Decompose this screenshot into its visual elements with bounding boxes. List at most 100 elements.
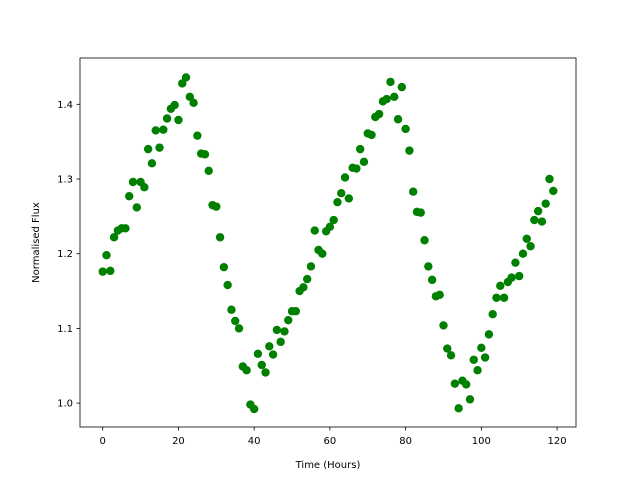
- x-tick-label: 120: [548, 436, 567, 447]
- data-point: [405, 146, 414, 155]
- data-point: [408, 187, 418, 196]
- data-point: [344, 194, 354, 203]
- data-point: [121, 224, 130, 233]
- data-point: [223, 280, 232, 290]
- data-point: [291, 307, 301, 316]
- data-point: [367, 130, 376, 140]
- x-tick-label: 80: [399, 436, 412, 447]
- data-point: [549, 186, 558, 196]
- data-point: [386, 77, 395, 87]
- data-point: [359, 157, 369, 167]
- data-point: [140, 183, 149, 192]
- data-point: [337, 189, 346, 198]
- data-point: [147, 159, 157, 168]
- y-tick-label: 1.2: [57, 249, 73, 260]
- data-point: [352, 164, 361, 173]
- data-point: [435, 290, 444, 299]
- data-point: [533, 206, 543, 216]
- data-point: [284, 315, 293, 325]
- data-point: [325, 222, 335, 232]
- data-point: [151, 126, 160, 135]
- x-tick-label: 0: [100, 436, 106, 447]
- data-point: [329, 215, 338, 225]
- data-point: [299, 283, 308, 292]
- data-point: [265, 342, 274, 351]
- data-point: [374, 109, 384, 119]
- data-point: [170, 100, 179, 110]
- data-point: [98, 267, 107, 276]
- data-point: [515, 271, 524, 281]
- data-point: [155, 143, 164, 152]
- data-point: [242, 366, 251, 375]
- data-point: [518, 249, 528, 258]
- data-point: [234, 324, 244, 333]
- data-point: [416, 208, 425, 217]
- data-point: [530, 215, 539, 225]
- data-point: [253, 349, 263, 358]
- data-point: [526, 242, 535, 251]
- data-point: [443, 344, 452, 353]
- x-tick-label: 60: [324, 436, 337, 447]
- data-point: [132, 203, 141, 212]
- y-tick-label: 1.1: [57, 324, 73, 335]
- data-point: [507, 273, 516, 282]
- data-point: [185, 92, 194, 102]
- data-point: [424, 262, 433, 271]
- data-point: [306, 262, 316, 271]
- data-point: [310, 226, 319, 235]
- data-point: [125, 191, 134, 201]
- data-point: [355, 144, 365, 154]
- data-point: [181, 73, 191, 82]
- data-point: [109, 233, 119, 242]
- data-point: [193, 131, 202, 140]
- data-point: [477, 343, 486, 353]
- data-point: [280, 327, 289, 336]
- data-point: [162, 114, 172, 123]
- data-point: [200, 150, 210, 159]
- data-point: [439, 321, 448, 330]
- y-axis-label: Normalised Flux: [31, 202, 42, 283]
- data-point: [465, 395, 475, 404]
- data-point: [446, 351, 456, 360]
- data-point: [249, 404, 259, 414]
- y-tick-label: 1.4: [57, 100, 73, 111]
- x-tick-label: 20: [172, 436, 185, 447]
- axes: 0 20 40 60 80 100 120 1.0 1.1 1.2 1.3 1.4: [57, 100, 567, 447]
- data-point: [212, 202, 221, 211]
- plot-area: [80, 58, 576, 427]
- data-point: [541, 199, 550, 208]
- data-point: [204, 166, 213, 175]
- data-point: [272, 325, 282, 335]
- data-point: [480, 353, 490, 362]
- data-point: [382, 94, 391, 104]
- data-point: [537, 217, 547, 226]
- data-point: [178, 79, 187, 88]
- data-point: [492, 293, 501, 302]
- data-point: [340, 173, 350, 182]
- data-point: [499, 293, 509, 302]
- data-point: [102, 251, 111, 260]
- data-point: [473, 366, 482, 375]
- data-point: [454, 404, 463, 413]
- data-point: [401, 124, 410, 134]
- data-point: [397, 82, 407, 92]
- plot-frame: [79, 57, 577, 428]
- data-point: [496, 281, 505, 291]
- data-point: [427, 275, 437, 285]
- data-point: [462, 380, 471, 389]
- data-point: [469, 355, 478, 364]
- data-point: [390, 92, 399, 102]
- data-point: [231, 316, 240, 326]
- y-tick-label: 1.0: [57, 399, 73, 410]
- data-point: [333, 197, 342, 207]
- data-point: [420, 236, 429, 245]
- data-point: [393, 115, 403, 124]
- y-tick-label: 1.3: [57, 175, 73, 186]
- data-point: [174, 115, 183, 125]
- data-point: [484, 330, 494, 339]
- data-point: [227, 305, 236, 314]
- data-point: [545, 174, 554, 184]
- data-point: [450, 379, 460, 388]
